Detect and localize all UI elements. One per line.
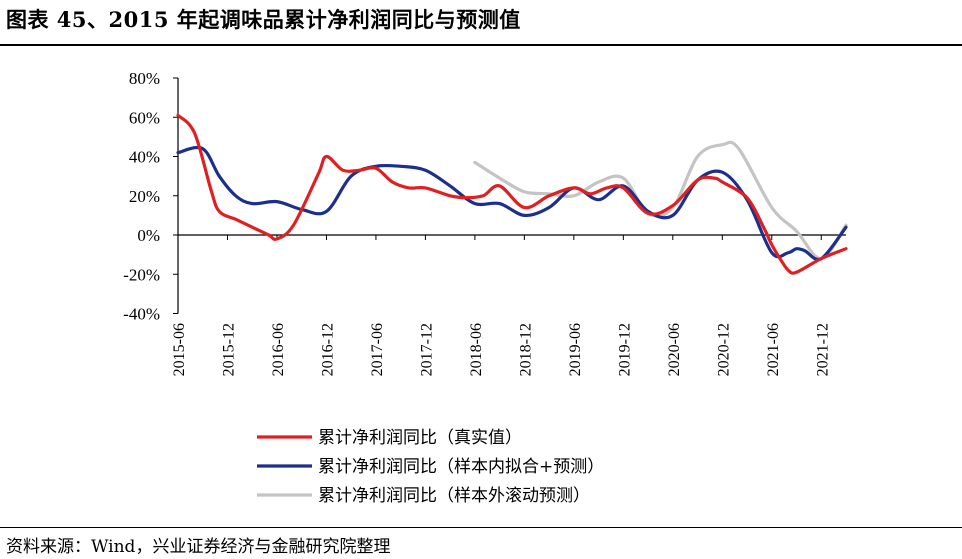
x-tick-label: 2015-12 <box>220 323 237 376</box>
legend-label-1: 累计净利润同比（样本内拟合+预测） <box>318 457 604 477</box>
legend-label-2: 累计净利润同比（样本外滚动预测） <box>318 486 590 506</box>
x-tick-label: 2019-06 <box>567 323 584 376</box>
y-tick-label: 20% <box>129 187 160 206</box>
x-tick-label: 2021-06 <box>765 323 782 376</box>
x-tick-label: 2020-06 <box>666 323 683 376</box>
chart-axes: 80% 60% 40% 20% 0% -20% -40% 2015-06 2015-12 2016… <box>123 69 846 376</box>
y-tick-label: 0% <box>137 226 160 245</box>
x-tick-label: 2019-12 <box>616 323 633 376</box>
y-tick-label: 40% <box>129 148 160 167</box>
title-divider <box>0 44 962 46</box>
series-line-0 <box>176 113 848 275</box>
legend-label-0: 累计净利润同比（真实值） <box>318 428 522 448</box>
y-tick-label: 60% <box>129 108 160 127</box>
y-tick-label: -20% <box>123 265 160 284</box>
x-tick-label: 2020-12 <box>715 323 732 376</box>
y-tick-label: 80% <box>129 69 160 88</box>
x-tick-label: 2021-12 <box>814 323 831 376</box>
x-tick-label: 2017-12 <box>418 323 435 376</box>
series-line-1 <box>176 145 848 262</box>
x-tick-label: 2018-06 <box>468 323 485 376</box>
x-tick-label: 2018-12 <box>517 323 534 376</box>
x-tick-label: 2016-06 <box>270 323 287 376</box>
x-tick-label: 2015-06 <box>171 323 188 376</box>
x-tick-label: 2016-12 <box>319 323 336 376</box>
chart-legend: 累计净利润同比（真实值） 累计净利润同比（样本内拟合+预测） 累计净利润同比（样本外… <box>257 428 604 506</box>
footer-divider <box>0 527 962 528</box>
page-title: 图表 45、2015 年起调味品累计净利润同比与预测值 <box>6 7 521 32</box>
x-tick-label: 2017-06 <box>369 323 386 376</box>
chart-series-lines <box>176 113 848 275</box>
series-line-2 <box>473 140 848 261</box>
y-tick-label: -40% <box>123 305 160 324</box>
source-note: 资料来源：Wind，兴业证券经济与金融研究院整理 <box>6 537 391 557</box>
